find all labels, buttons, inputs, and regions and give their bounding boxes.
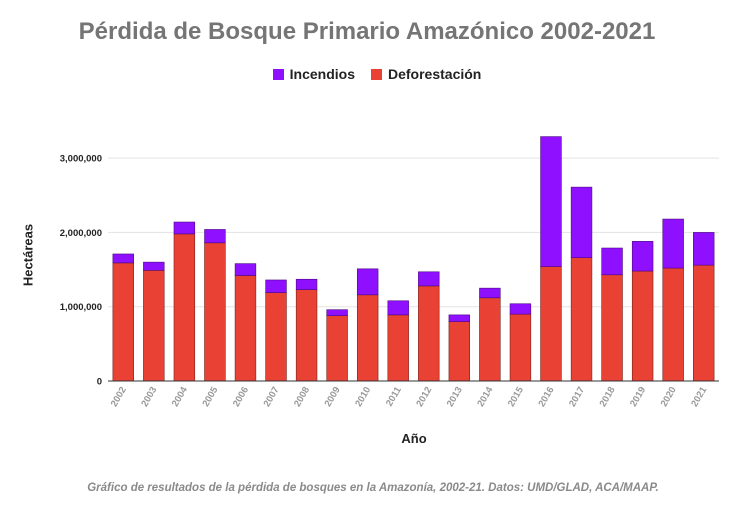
chart-caption: Gráfico de resultados de la pérdida de b… <box>87 482 659 494</box>
bar-deforestacion <box>387 314 409 382</box>
legend: Incendios Deforestación <box>0 66 754 82</box>
bar-incendios <box>295 278 318 290</box>
x-tick-label: 2018 <box>598 385 618 409</box>
x-tick-label: 2020 <box>659 385 679 409</box>
x-tick-label: 2003 <box>139 385 159 409</box>
bar-deforestacion <box>356 294 379 382</box>
x-tick-label: 2016 <box>536 385 556 409</box>
legend-label-incendios: Incendios <box>289 66 355 82</box>
bar-incendios <box>356 268 379 296</box>
x-tick-label: 2017 <box>567 385 587 409</box>
x-tick-label: 2011 <box>384 384 404 408</box>
x-tick-label: 2013 <box>445 385 465 409</box>
bar-incendios <box>509 303 532 315</box>
legend-item-incendios: Incendios <box>272 66 355 82</box>
y-tick-label: 0 <box>97 377 102 388</box>
bar-incendios <box>326 309 348 316</box>
x-tick-label: 2014 <box>475 384 495 408</box>
bar-deforestacion <box>326 315 348 382</box>
bar-deforestacion <box>509 313 532 382</box>
bar-incendios <box>173 221 196 235</box>
y-tick-label: 2,000,000 <box>60 228 102 239</box>
y-tick-label: 3,000,000 <box>60 154 102 165</box>
bar-deforestacion <box>570 257 593 382</box>
legend-item-deforestacion: Deforestación <box>371 66 481 82</box>
bar-incendios <box>540 136 562 267</box>
x-tick-label: 2019 <box>628 385 648 409</box>
bar-incendios <box>265 279 287 293</box>
bar-incendios <box>448 314 471 322</box>
x-tick-label: 2021 <box>689 384 709 408</box>
legend-label-deforestacion: Deforestación <box>388 66 482 82</box>
bar-deforestacion <box>479 297 501 382</box>
bar-incendios <box>387 300 409 316</box>
bar-incendios <box>112 253 134 264</box>
bar-deforestacion <box>693 264 715 382</box>
bar-deforestacion <box>418 285 440 382</box>
bar-deforestacion <box>631 270 654 382</box>
x-tick-label: 2004 <box>170 384 190 408</box>
bar-deforestacion <box>173 233 196 382</box>
x-tick-label: 2009 <box>323 385 343 409</box>
bar-incendios <box>479 287 501 299</box>
bar-incendios <box>662 218 684 269</box>
x-tick-label: 2002 <box>109 385 129 409</box>
x-tick-label: 2005 <box>200 384 220 408</box>
bar-incendios <box>601 247 623 276</box>
chart-title: Pérdida de Bosque Primario Amazónico 200… <box>78 18 656 45</box>
bar-deforestacion <box>265 292 287 382</box>
bar-deforestacion <box>295 289 318 382</box>
bar-incendios <box>631 241 654 272</box>
x-tick-label: 2008 <box>292 385 312 409</box>
x-tick-label: 2007 <box>262 385 282 409</box>
bar-incendios <box>418 271 440 287</box>
bar-deforestacion <box>540 266 562 382</box>
bar-deforestacion <box>234 275 257 382</box>
bar-deforestacion <box>143 270 165 382</box>
bar-deforestacion <box>204 242 226 382</box>
bar-incendios <box>693 232 715 266</box>
bar-deforestacion <box>448 321 471 382</box>
x-tick-label: 2006 <box>231 385 251 409</box>
legend-swatch-incendios <box>272 68 284 80</box>
x-tick-label: 2015 <box>506 384 526 408</box>
x-tick-label: 2010 <box>353 385 373 409</box>
bar-incendios <box>234 263 257 276</box>
bar-incendios <box>143 261 165 271</box>
bar-incendios <box>570 186 593 258</box>
bar-deforestacion <box>601 274 623 382</box>
y-tick-label: 1,000,000 <box>60 302 102 313</box>
bar-deforestacion <box>662 267 684 382</box>
bar-deforestacion <box>112 262 134 382</box>
bar-incendios <box>204 229 226 244</box>
x-tick-label: 2012 <box>414 385 434 409</box>
x-axis-label: Año <box>401 431 427 446</box>
legend-swatch-deforestacion <box>371 68 382 80</box>
